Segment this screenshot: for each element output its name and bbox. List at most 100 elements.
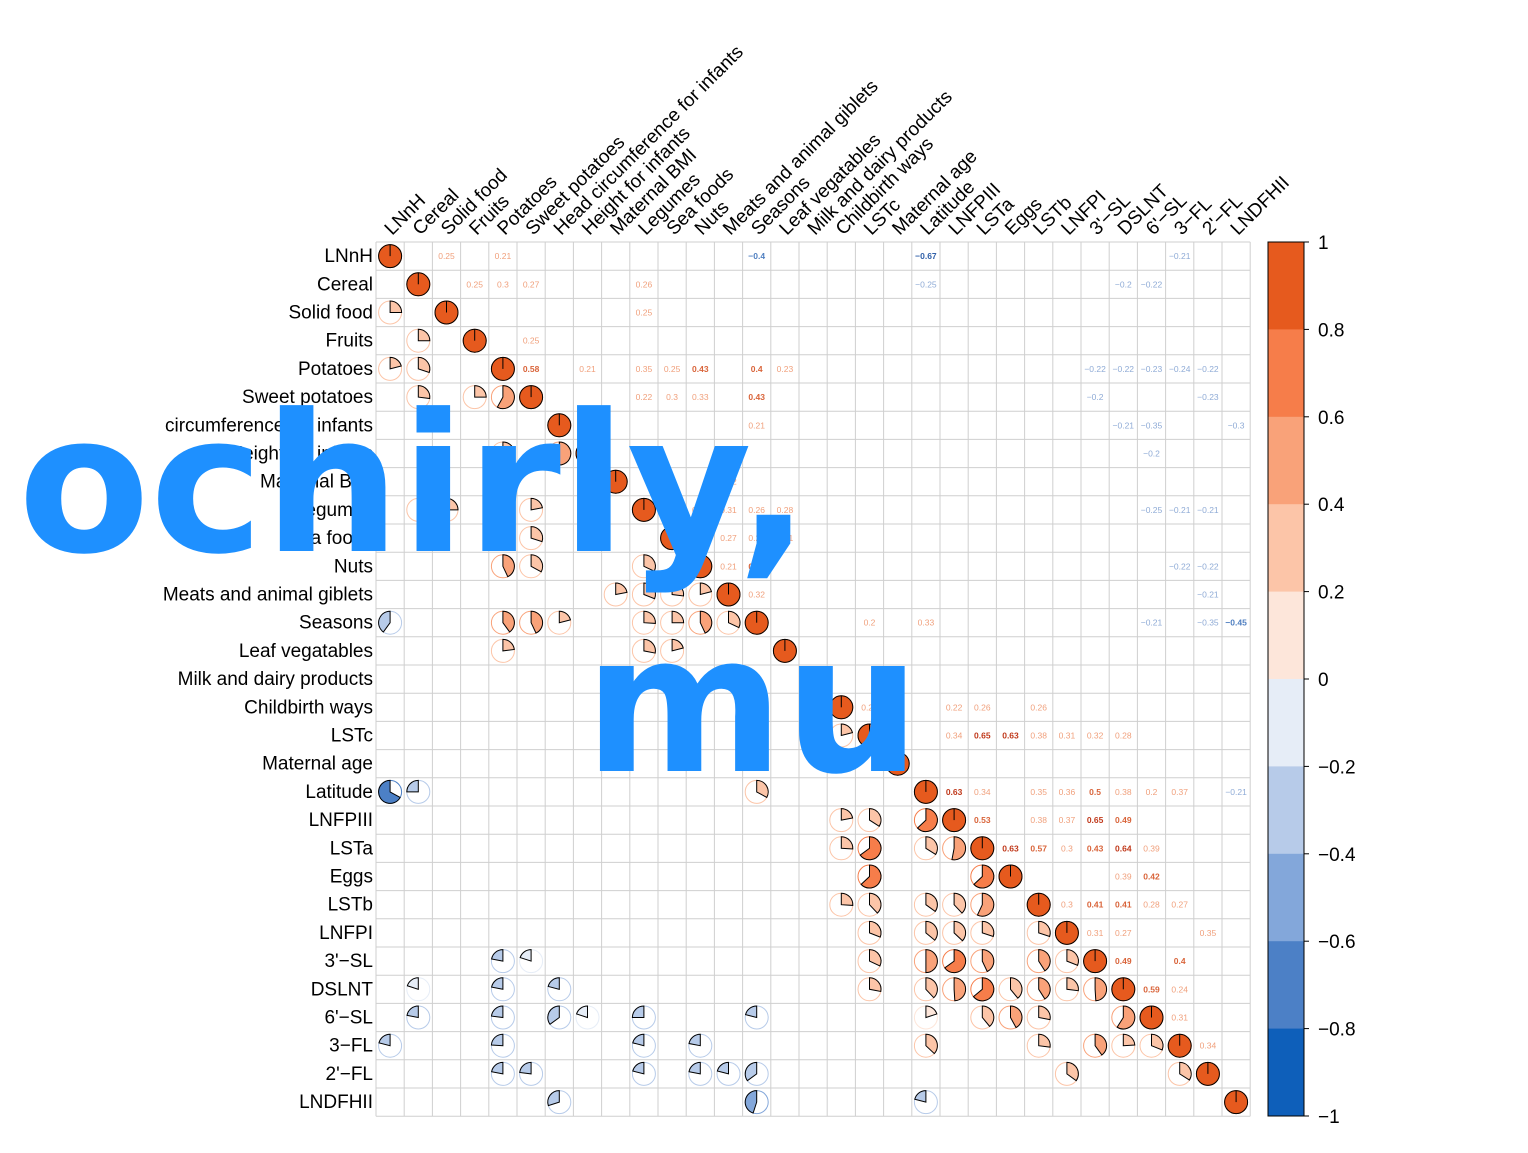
coefficient-label: 0.3	[1061, 843, 1073, 853]
coefficient-label: −0.22	[1169, 561, 1191, 571]
colorbar-segment	[1268, 1028, 1304, 1117]
correlation-pie	[378, 1033, 403, 1058]
diagonal-pie	[1224, 1090, 1249, 1115]
correlation-pie	[688, 1061, 713, 1086]
coefficient-label: 0.34	[974, 787, 991, 797]
coefficient-label: −0.22	[1141, 279, 1163, 289]
coefficient-label: −0.35	[1197, 618, 1219, 628]
pie-wedge	[869, 808, 882, 827]
diagonal-pie	[801, 667, 826, 692]
coefficient-label: 0.5	[1089, 787, 1101, 797]
coefficient-label: 0.23	[777, 364, 794, 374]
pie-wedge	[615, 582, 628, 596]
pie-wedge	[1038, 1033, 1051, 1048]
row-label: LNnH	[324, 246, 373, 267]
correlation-pie	[378, 610, 403, 635]
coefficient-label: 0.41	[1115, 900, 1132, 910]
row-label: circumference for infants	[165, 415, 373, 436]
pie-wedge	[530, 497, 543, 511]
pie-wedge	[840, 808, 854, 821]
pie-wedge	[547, 977, 560, 990]
coefficient-label: 0.27	[1115, 928, 1132, 938]
coefficient-label: −0.2	[1115, 279, 1132, 289]
pie-wedge	[925, 977, 938, 999]
correlation-pie	[744, 1061, 769, 1086]
row-label: Fruits	[326, 331, 374, 352]
correlation-pie	[829, 892, 854, 917]
correlation-pie	[519, 554, 544, 579]
pie-wedge	[976, 892, 995, 917]
coefficient-label: 0.27	[720, 533, 737, 543]
correlation-pie	[942, 836, 967, 861]
correlation-pie	[998, 1005, 1023, 1030]
coefficient-label: 0.31	[1087, 928, 1104, 938]
pie-wedge	[1151, 1033, 1164, 1051]
correlation-pie	[716, 1061, 741, 1086]
pie-wedge	[699, 582, 713, 596]
coefficient-label: −0.3	[1228, 420, 1245, 430]
correlation-pie	[490, 1005, 515, 1030]
coefficient-label: −0.67	[915, 251, 937, 261]
pie-wedge	[688, 1033, 701, 1047]
coefficient-label: 0.43	[1087, 843, 1104, 853]
coefficient-label: 0.38	[1030, 731, 1047, 741]
correlation-pie	[406, 328, 431, 353]
pie-wedge	[502, 554, 515, 578]
diagonal-pie	[885, 751, 910, 776]
correlation-pie	[716, 610, 741, 635]
pie-wedge	[1116, 1005, 1136, 1030]
correlation-pie	[1026, 949, 1051, 974]
coefficient-label: 0.21	[861, 702, 878, 712]
coefficient-label: 0.43	[748, 561, 765, 571]
correlation-pie	[744, 723, 769, 748]
correlation-pie	[857, 892, 882, 917]
pie-wedge	[869, 977, 882, 993]
pie-wedge	[406, 1005, 419, 1019]
correlation-pie	[970, 864, 995, 889]
pie-wedge	[1038, 1005, 1051, 1021]
coefficient-label: 0.43	[748, 392, 765, 402]
correlation-pie	[942, 977, 967, 1002]
correlation-pie	[1111, 1005, 1136, 1030]
correlation-pie	[575, 1005, 600, 1030]
coefficient-label: 0.26	[636, 279, 653, 289]
correlation-pie	[913, 920, 938, 945]
row-label: DSLNT	[311, 979, 374, 1000]
correlation-pie	[406, 1005, 431, 1030]
pie-wedge	[378, 779, 401, 804]
row-label: LNFPI	[319, 923, 373, 944]
diagonal-pie	[1054, 920, 1079, 945]
coefficient-label: 0.21	[720, 561, 737, 571]
colorbar-tick-label: −0.4	[1318, 845, 1356, 866]
correlation-pie	[660, 638, 685, 663]
correlation-pie	[490, 497, 515, 522]
pie-wedge	[1010, 1005, 1023, 1029]
coefficient-label: 0.37	[1059, 815, 1076, 825]
coefficient-label: 0.26	[748, 505, 765, 515]
pie-wedge	[688, 1061, 701, 1075]
row-label: 3'−SL	[324, 951, 373, 972]
pie-wedge	[981, 1005, 995, 1028]
correlation-pie	[942, 920, 967, 945]
pie-wedge	[840, 892, 854, 906]
diagonal-pie	[688, 554, 713, 579]
diagonal-pie	[1195, 1061, 1220, 1086]
row-label: 6'−SL	[324, 1008, 373, 1029]
grid-lines	[375, 241, 1251, 1117]
colorbar-segment	[1268, 941, 1304, 1030]
coefficient-label: 0.53	[974, 815, 991, 825]
correlation-pie	[857, 864, 882, 889]
diagonal-pie	[998, 864, 1023, 889]
correlation-pie	[829, 808, 854, 833]
pie-wedge	[925, 920, 938, 941]
pie-wedge	[502, 638, 515, 652]
coefficient-label: −0.21	[1113, 420, 1135, 430]
pie-wedge	[756, 723, 769, 737]
row-label: Sweet potatoes	[242, 387, 373, 408]
correlation-pie	[942, 892, 967, 917]
coefficient-label: 0.28	[1143, 900, 1160, 910]
pie-wedge	[490, 1005, 504, 1019]
diagonal-pie	[857, 723, 882, 748]
correlation-pie	[378, 356, 403, 381]
correlation-pie	[857, 949, 882, 974]
